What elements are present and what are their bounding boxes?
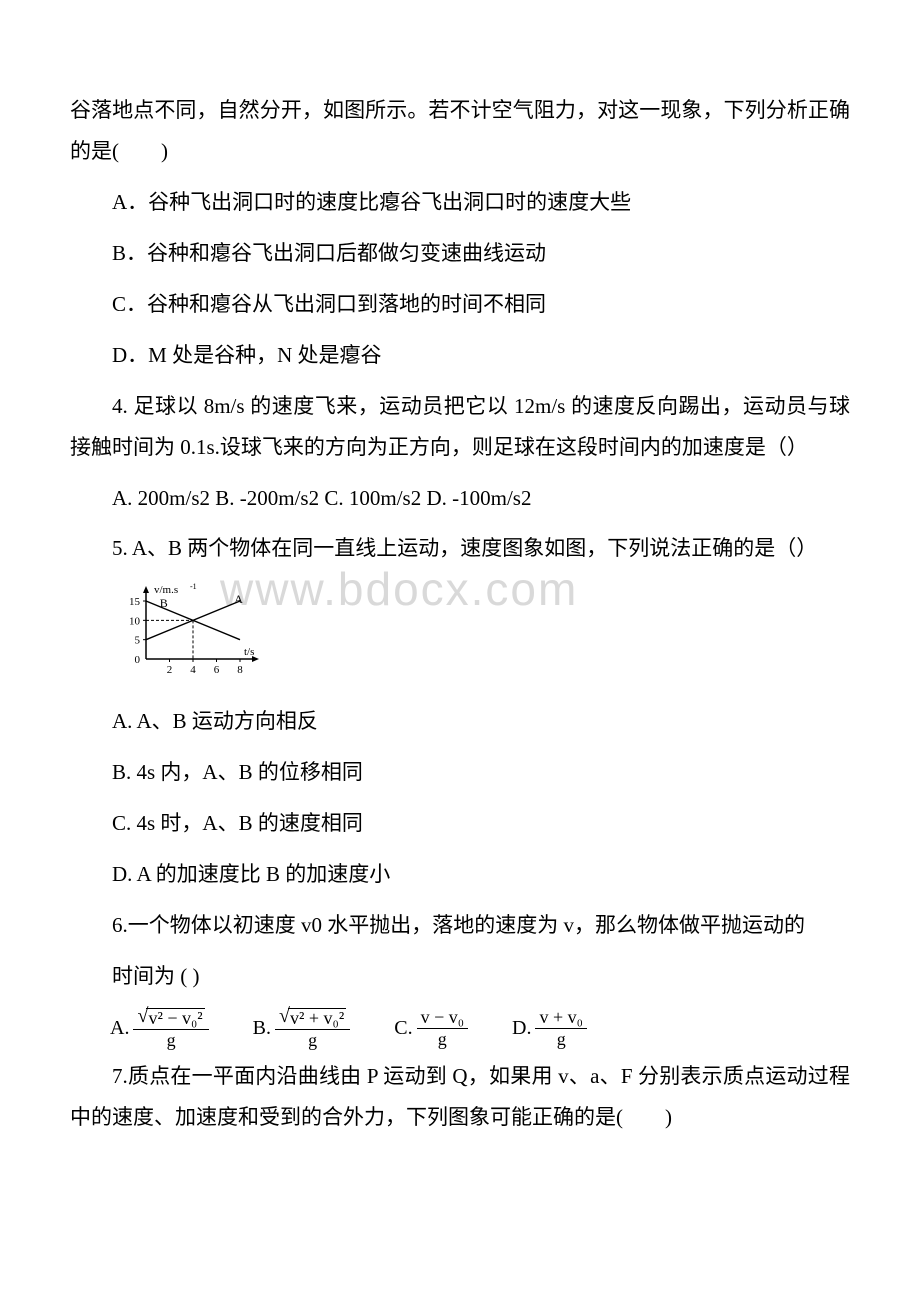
q6-b-den: g [304, 1030, 321, 1050]
q6-option-a: A. √v² − v₀² g [110, 1007, 209, 1050]
q4-options: A. 200m/s2 B. -200m/s2 C. 100m/s2 D. -10… [70, 478, 850, 519]
q6-stem: 6.一个物体以初速度 v0 水平抛出，落地的速度为 v，那么物体做平抛运动的 [70, 905, 850, 946]
q3-option-b: B．谷种和瘪谷飞出洞口后都做匀变速曲线运动 [70, 233, 850, 274]
q7-stem: 7.质点在一平面内沿曲线由 P 运动到 Q，如果用 v、a、F 分别表示质点运动… [70, 1056, 850, 1138]
q6-b-num: v² + v₀² [288, 1008, 346, 1028]
q6-a-num: v² − v₀² [146, 1008, 204, 1028]
svg-text:-1: -1 [190, 582, 197, 591]
q6-formula-options: A. √v² − v₀² g B. √v² + v₀² g C. v − v₀ … [110, 1007, 850, 1050]
q6-a-den: g [163, 1030, 180, 1050]
q6-c-den: g [434, 1029, 451, 1049]
q6-d-num: v + v₀ [535, 1008, 586, 1029]
q3-option-a: A．谷种飞出洞口时的速度比瘪谷飞出洞口时的速度大些 [70, 182, 850, 223]
q6-c-num: v − v₀ [417, 1008, 468, 1029]
q6-stem-2: 时间为 ( ) [70, 956, 850, 997]
q5-velocity-graph: 0 5 10 15 2 4 6 8 v/m.s -1 t/s A B [112, 579, 850, 693]
svg-text:5: 5 [135, 635, 141, 647]
svg-text:v/m.s: v/m.s [154, 584, 178, 596]
q6-option-c: C. v − v₀ g [394, 1008, 468, 1049]
q6-d-den: g [553, 1029, 570, 1049]
q6-opt-c-label: C. [394, 1009, 412, 1048]
svg-text:t/s: t/s [244, 646, 254, 658]
q5-option-b: B. 4s 内，A、B 的位移相同 [70, 752, 850, 793]
svg-text:0: 0 [135, 654, 141, 666]
svg-text:6: 6 [214, 664, 220, 676]
svg-text:A: A [234, 592, 243, 606]
svg-text:B: B [160, 596, 168, 610]
svg-text:2: 2 [167, 664, 173, 676]
q5-option-c: C. 4s 时，A、B 的速度相同 [70, 803, 850, 844]
q6-opt-a-label: A. [110, 1009, 129, 1048]
q6-option-d: D. v + v₀ g [512, 1008, 587, 1049]
q4-stem: 4. 足球以 8m/s 的速度飞来，运动员把它以 12m/s 的速度反向踢出，运… [70, 386, 850, 468]
q3-stem-continued: 谷落地点不同，自然分开，如图所示。若不计空气阻力，对这一现象，下列分析正确的是(… [70, 90, 850, 172]
q6-opt-b-label: B. [253, 1009, 271, 1048]
q3-option-d: D．M 处是谷种，N 处是瘪谷 [70, 335, 850, 376]
q3-option-c: C．谷种和瘪谷从飞出洞口到落地的时间不相同 [70, 284, 850, 325]
svg-text:15: 15 [129, 596, 141, 608]
svg-text:10: 10 [129, 616, 141, 628]
q5-option-a: A. A、B 运动方向相反 [70, 701, 850, 742]
svg-text:4: 4 [190, 664, 196, 676]
svg-text:8: 8 [237, 664, 243, 676]
q6-opt-d-label: D. [512, 1009, 531, 1048]
q5-option-d: D. A 的加速度比 B 的加速度小 [70, 854, 850, 895]
q6-option-b: B. √v² + v₀² g [253, 1007, 351, 1050]
q5-stem: 5. A、B 两个物体在同一直线上运动，速度图象如图，下列说法正确的是（） [70, 528, 850, 569]
